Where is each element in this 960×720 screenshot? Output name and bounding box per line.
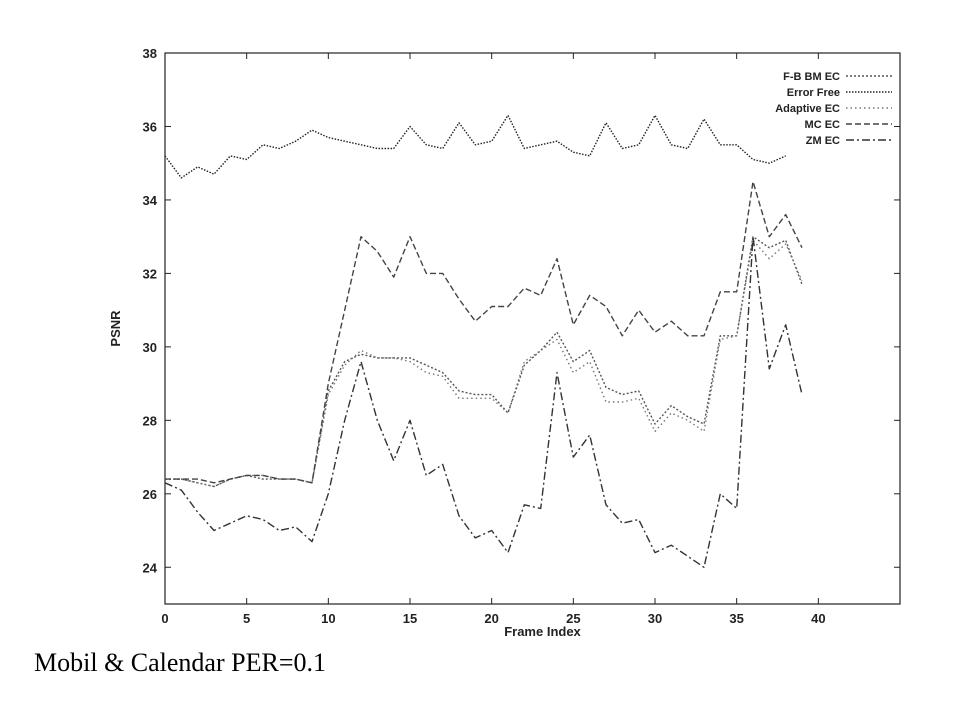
- y-axis-label: PSNR: [108, 310, 123, 347]
- y-tick-label: 24: [143, 560, 158, 575]
- psnr-line-chart: 0 5 10 15 20 25 30 35 40 24 26 28 30 32 34 36 38 F-B BM …: [108, 46, 901, 639]
- legend-entry-label: ZM EC: [806, 135, 840, 147]
- y-tick-label: 36: [143, 119, 157, 134]
- x-tick-label: 20: [484, 611, 498, 626]
- legend-entry-label: Adaptive EC: [775, 103, 840, 115]
- series-line-error-free: [164, 114, 786, 179]
- y-tick-label: 32: [143, 266, 157, 281]
- series-line-zm-ec: [164, 236, 803, 568]
- series-line-adaptive-ec: [165, 239, 803, 488]
- y-tick-label: 26: [143, 487, 157, 502]
- x-tick-label: 10: [321, 611, 335, 626]
- y-tick-label: 28: [143, 413, 157, 428]
- series-line-f-b-bm-ec: [165, 236, 803, 488]
- x-tick-label: 15: [403, 611, 417, 626]
- legend-entry-label: F-B BM EC: [783, 71, 840, 83]
- x-tick-label: 35: [729, 611, 743, 626]
- x-tick-label: 5: [243, 611, 250, 626]
- tick-layer: 0 5 10 15 20 25 30 35 40 24 26 28 30 32 34 36 38: [143, 46, 900, 626]
- x-tick-label: 25: [566, 611, 580, 626]
- y-tick-label: 38: [143, 46, 157, 61]
- series-line-mc-ec: [165, 180, 803, 484]
- x-axis-label: Frame Index: [504, 624, 581, 639]
- y-tick-label: 34: [143, 193, 158, 208]
- x-tick-label: 40: [811, 611, 825, 626]
- legend: F-B BM EC Error Free Adaptive EC MC EC ZM EC: [775, 71, 892, 147]
- figure-caption: Mobil & Calendar PER=0.1: [34, 648, 326, 677]
- y-tick-label: 30: [143, 340, 157, 355]
- legend-entry-label: Error Free: [787, 87, 840, 99]
- series-layer: [164, 114, 803, 568]
- x-tick-label: 0: [161, 611, 168, 626]
- legend-entry-label: MC EC: [805, 119, 841, 131]
- plot-area-frame: [164, 52, 901, 605]
- x-tick-label: 30: [648, 611, 662, 626]
